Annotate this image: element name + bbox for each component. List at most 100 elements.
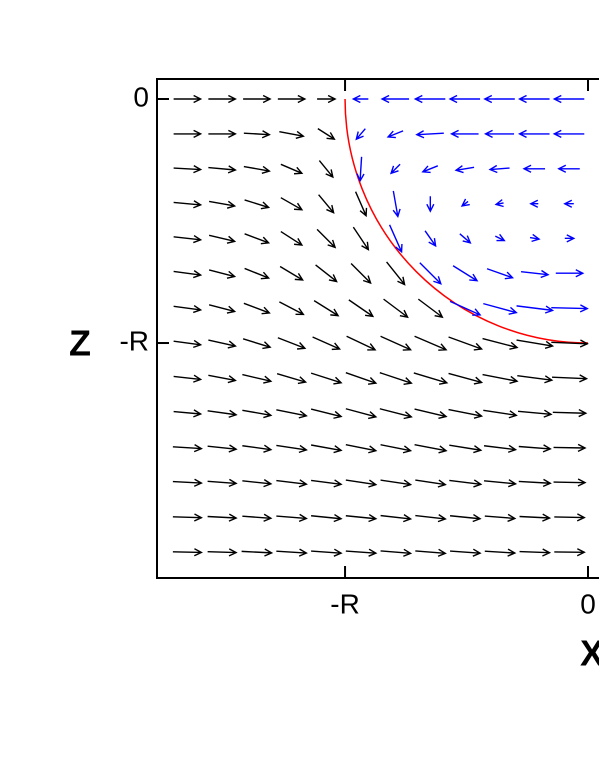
vector-arrow xyxy=(208,129,237,139)
sphere-boundary xyxy=(344,99,588,344)
vector-arrow xyxy=(345,372,378,385)
vector-arrow xyxy=(243,165,271,174)
vector-arrow xyxy=(173,409,203,418)
vector-arrow xyxy=(449,479,483,488)
vector-arrow xyxy=(172,548,203,557)
vector-arrow xyxy=(380,514,413,523)
vector-arrow xyxy=(519,513,552,522)
vector-arrow xyxy=(419,262,442,285)
vector-arrow xyxy=(242,479,273,488)
vector-arrow xyxy=(448,94,481,104)
plot-frame xyxy=(156,78,599,579)
vector-arrow xyxy=(518,478,552,487)
vector-arrow xyxy=(483,444,518,453)
vector-arrow xyxy=(516,305,555,314)
vector-arrow xyxy=(386,130,404,139)
vector-arrow xyxy=(380,94,410,104)
vector-arrow xyxy=(208,269,237,279)
vector-arrow xyxy=(280,163,304,175)
vector-arrow xyxy=(517,374,554,384)
vector-arrow xyxy=(529,233,541,243)
vector-arrow xyxy=(243,130,271,139)
vector-arrow xyxy=(517,94,550,104)
vector-arrow xyxy=(316,228,337,249)
vector-arrow xyxy=(557,164,580,173)
vector-arrow xyxy=(173,339,203,349)
vector-arrow xyxy=(484,548,517,557)
vector-arrow xyxy=(280,230,304,246)
vector-arrow xyxy=(317,128,336,140)
vector-arrow xyxy=(208,304,237,314)
vector-arrow xyxy=(520,269,550,279)
vector-arrow xyxy=(421,165,439,174)
vector-arrow xyxy=(172,478,203,487)
vector-arrow xyxy=(208,165,237,174)
vector-arrow xyxy=(519,548,552,557)
vector-arrow xyxy=(551,304,589,313)
vector-arrow xyxy=(459,233,472,244)
vector-arrow xyxy=(318,194,335,214)
vector-arrow xyxy=(415,130,444,139)
vector-arrow xyxy=(208,234,237,244)
vector-arrow xyxy=(413,94,446,104)
vector-arrow xyxy=(522,164,546,173)
vector-arrow xyxy=(483,94,515,104)
vector-arrow xyxy=(449,129,479,139)
vector-arrow xyxy=(356,156,365,183)
x-tick-label: -R xyxy=(330,588,360,619)
vector-arrow xyxy=(241,548,274,557)
vector-arrow xyxy=(242,444,273,453)
vector-arrow xyxy=(517,129,550,139)
vector-arrow xyxy=(345,408,378,420)
vector-arrow xyxy=(383,298,409,319)
vector-arrow xyxy=(243,302,271,315)
vector-arrow xyxy=(415,479,447,488)
vector-arrow xyxy=(173,94,203,104)
vector-arrow xyxy=(450,548,482,557)
vector-arrow xyxy=(172,513,203,522)
vector-arrow xyxy=(277,337,307,350)
vector-arrow xyxy=(552,408,588,418)
vector-arrow xyxy=(448,372,484,385)
vector-arrow xyxy=(345,548,378,557)
vector-arrow xyxy=(352,226,370,251)
vector-arrow xyxy=(345,479,378,488)
vector-arrow xyxy=(207,409,238,418)
vector-arrow xyxy=(208,200,237,209)
vector-arrow xyxy=(351,94,369,104)
vector-arrow xyxy=(310,408,343,419)
vector-arrow xyxy=(345,444,378,454)
vector-arrow xyxy=(380,548,413,557)
vector-arrow xyxy=(380,444,413,454)
vector-arrow xyxy=(552,129,585,139)
vector-arrow xyxy=(482,373,519,385)
vector-arrow xyxy=(452,265,479,282)
vector-arrow xyxy=(517,409,553,418)
vector-arrow xyxy=(488,164,510,174)
vector-arrow xyxy=(553,443,587,452)
vector-arrow xyxy=(173,165,203,174)
vector-arrow xyxy=(554,548,586,557)
vector-arrow xyxy=(448,336,484,351)
vector-arrow xyxy=(207,444,238,453)
vector-arrow xyxy=(413,372,449,385)
vector-arrow xyxy=(482,337,519,350)
vector-arrow xyxy=(276,479,308,488)
vector-arrow xyxy=(207,548,238,557)
vector-arrow xyxy=(379,408,413,420)
vector-arrow xyxy=(414,408,448,420)
vector-arrow xyxy=(173,270,203,279)
vector-arrow xyxy=(173,374,203,383)
vector-arrow xyxy=(554,513,586,522)
vector-arrow xyxy=(564,234,576,243)
vector-arrow xyxy=(379,371,413,385)
vector-arrow xyxy=(449,300,482,316)
vector-arrow xyxy=(555,269,585,278)
vector-arrow xyxy=(414,444,448,454)
vector-arrow xyxy=(486,268,515,280)
vector-arrow xyxy=(276,373,308,385)
vector-arrow xyxy=(208,374,237,384)
vector-arrow xyxy=(415,514,447,523)
vector-arrow xyxy=(243,94,272,104)
